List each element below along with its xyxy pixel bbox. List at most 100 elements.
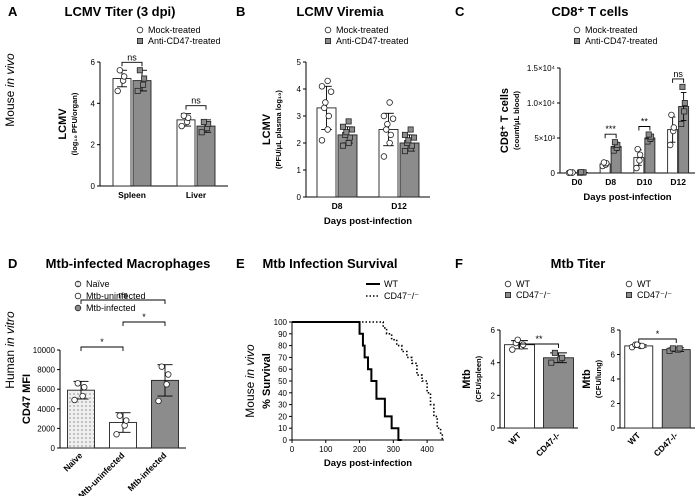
- y-axis-label: % Survival: [261, 353, 273, 409]
- y-axis-label: LCMV: [57, 108, 69, 140]
- y-tick-label: 4000: [37, 405, 55, 414]
- y-tick-label: 8000: [37, 366, 55, 375]
- data-point: [634, 145, 641, 153]
- panel-e-side-label: Mouse in vivo: [243, 344, 257, 418]
- significance-bracket: **: [519, 334, 559, 348]
- legend-label: WT: [516, 279, 530, 289]
- bar: [132, 80, 152, 187]
- series-mtb-infected: [151, 363, 179, 449]
- x-category-label: WT: [626, 430, 643, 447]
- data-point: [411, 134, 418, 141]
- survival-line-cd47-ko: [292, 321, 444, 440]
- series-mock-treated: [565, 111, 679, 176]
- significance-label: **: [535, 334, 543, 344]
- significance-bracket: ns: [185, 96, 207, 110]
- y-tick-label: 8: [611, 326, 616, 335]
- side-label-italic: in vitro: [3, 311, 17, 347]
- legend-marker: [626, 291, 633, 298]
- legend-marker: [504, 280, 512, 288]
- significance-label: *: [142, 312, 146, 322]
- legend-marker: [74, 292, 82, 300]
- y-tick-label: 50: [278, 377, 287, 386]
- data-point: [611, 139, 618, 146]
- y-tick-label: 70: [278, 353, 287, 362]
- x-tick-label: 400: [420, 445, 434, 454]
- legend-marker: [136, 26, 144, 34]
- data-point: [380, 153, 388, 160]
- data-point: [113, 431, 120, 438]
- legend-marker: [324, 38, 331, 45]
- y-tick-label: 0: [297, 193, 302, 202]
- data-point: [136, 67, 143, 74]
- data-point: [559, 354, 566, 361]
- data-point: [178, 122, 185, 130]
- legend-label: Mock-treated: [148, 25, 201, 35]
- legend-marker: [324, 26, 332, 34]
- x-category-label: D12: [391, 201, 407, 211]
- bracket-line: [672, 78, 685, 83]
- data-point: [681, 100, 688, 107]
- series-wt: [624, 341, 654, 429]
- x-category-label: Liver: [186, 190, 207, 200]
- data-point: [200, 118, 207, 125]
- panel-letter-b: B: [236, 4, 245, 19]
- x-category-label: CD47-/-: [652, 430, 680, 458]
- x-category-label: Naïve: [61, 450, 84, 473]
- legend-label: CD47⁻/⁻: [637, 290, 672, 300]
- side-label-prefix: Human: [3, 347, 17, 389]
- bar: [112, 78, 132, 187]
- side-label-prefix: Mouse: [243, 378, 257, 417]
- data-point: [345, 118, 352, 125]
- bracket-line: [122, 321, 166, 326]
- y-tick-label: 2000: [37, 424, 55, 433]
- data-point: [668, 111, 675, 119]
- legend-marker: [573, 26, 581, 34]
- data-point: [386, 139, 393, 147]
- data-point: [141, 75, 148, 82]
- data-point: [407, 126, 414, 133]
- panel-letter-c: C: [455, 4, 465, 19]
- survival-line-wt: [292, 321, 402, 441]
- x-category-label: D8: [332, 201, 343, 211]
- x-tick-label: 300: [387, 445, 401, 454]
- x-axis-label: Days post-infection: [583, 192, 671, 203]
- series-na-ve: [67, 380, 95, 449]
- y-tick-label: 0: [51, 444, 56, 453]
- x-category-label: D8: [605, 177, 616, 187]
- panel-f-title: Mtb Titer: [551, 256, 606, 271]
- significance-label: ns: [118, 290, 128, 300]
- y-tick-label: 80: [278, 342, 287, 351]
- x-category-label: Spleen: [118, 190, 146, 200]
- data-point: [120, 73, 128, 80]
- significance-label: ns: [191, 96, 201, 106]
- y-tick-label: 4: [91, 99, 96, 108]
- data-point: [349, 126, 356, 133]
- data-point: [81, 384, 88, 391]
- legend-label: Mock-treated: [336, 25, 389, 35]
- y-tick-label: 1: [297, 166, 302, 175]
- significance-bracket: **: [638, 117, 651, 131]
- y-tick-label: 10: [278, 424, 287, 433]
- data-point: [321, 104, 328, 112]
- significance-label: ns: [127, 52, 137, 62]
- data-point: [345, 139, 352, 146]
- panel-letter-d: D: [8, 256, 17, 271]
- y-tick-label: 20: [278, 412, 287, 421]
- data-point: [633, 341, 641, 348]
- data-point: [71, 396, 78, 404]
- side-label-human-bottom: Human in vitro: [3, 311, 17, 389]
- data-point: [566, 169, 574, 176]
- bar: [624, 345, 654, 429]
- legend-marker: [625, 280, 633, 288]
- panel-c-title: CD8⁺ T cells: [552, 4, 629, 19]
- series-cd47-: [543, 349, 574, 429]
- series-wt: [504, 336, 535, 429]
- y-tick-label: 3: [297, 112, 302, 121]
- bar: [176, 119, 196, 187]
- y-axis-label: CD8⁺ T cells: [499, 88, 511, 153]
- data-point: [401, 131, 408, 138]
- series-mtb-uninfected: [109, 412, 137, 449]
- y-tick-label: 6: [91, 58, 96, 67]
